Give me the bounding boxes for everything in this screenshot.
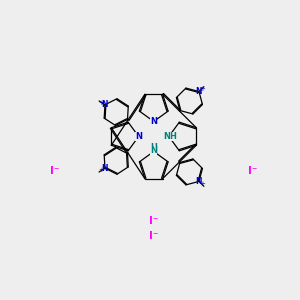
- Text: +: +: [98, 167, 104, 173]
- Text: N: N: [196, 87, 202, 96]
- Text: +: +: [199, 181, 205, 187]
- Text: I⁻: I⁻: [149, 216, 158, 226]
- Text: H: H: [150, 143, 157, 152]
- Text: +: +: [199, 85, 205, 91]
- Text: N: N: [135, 132, 142, 141]
- Text: N: N: [150, 117, 157, 126]
- Text: N: N: [150, 146, 157, 155]
- Text: N: N: [102, 100, 108, 109]
- Text: N: N: [164, 132, 170, 141]
- Text: I⁻: I⁻: [248, 166, 257, 176]
- Text: +: +: [98, 100, 104, 106]
- Text: N: N: [102, 164, 108, 173]
- Text: H: H: [169, 132, 176, 141]
- Text: I⁻: I⁻: [149, 231, 158, 241]
- Text: I⁻: I⁻: [50, 166, 60, 176]
- Text: N: N: [196, 177, 202, 186]
